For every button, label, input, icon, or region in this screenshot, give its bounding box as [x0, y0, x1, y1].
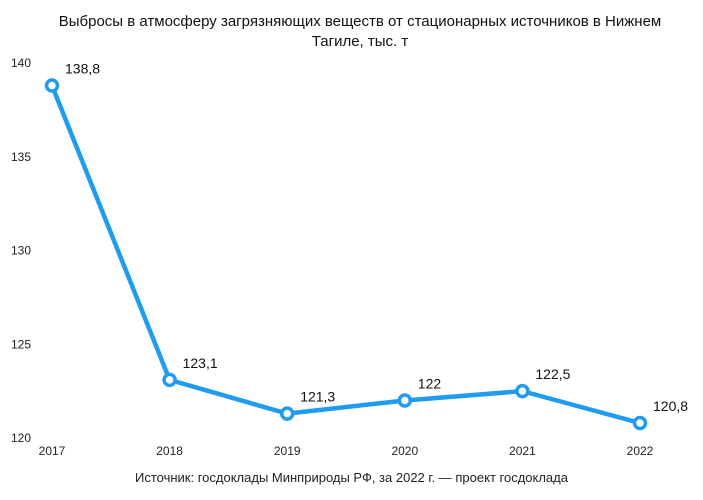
y-tick-label: 120 — [11, 431, 31, 445]
data-label: 122 — [418, 376, 442, 392]
y-tick-label: 140 — [11, 56, 31, 70]
x-tick-label: 2019 — [274, 444, 301, 458]
data-label: 120,8 — [653, 398, 688, 414]
x-tick-label: 2022 — [627, 444, 654, 458]
data-label: 122,5 — [535, 366, 570, 382]
data-point — [44, 78, 60, 93]
data-label: 121,3 — [300, 389, 335, 405]
data-label: 138,8 — [65, 61, 100, 77]
data-point — [162, 372, 177, 388]
source-note: Источник: госдоклады Минприроды РФ, за 2… — [135, 470, 568, 485]
data-points — [44, 78, 648, 431]
y-tick-label: 130 — [11, 244, 31, 258]
chart-title: Выбросы в атмосферу загрязняющих веществ… — [58, 13, 662, 50]
y-axis-ticks: 120 125 130 135 140 — [11, 56, 31, 445]
y-tick-label: 125 — [11, 337, 31, 351]
data-labels: 138,8 123,1 121,3 122 122,5 120,8 — [65, 61, 688, 415]
x-tick-label: 2021 — [509, 444, 536, 458]
data-point — [632, 415, 648, 431]
data-point — [397, 393, 413, 408]
y-tick-label: 135 — [11, 150, 31, 164]
data-point — [515, 383, 530, 399]
x-tick-label: 2017 — [39, 444, 66, 458]
line-chart: 120 125 130 135 140 2017 2018 2019 2020 2021 2022… — [11, 56, 688, 458]
x-tick-label: 2020 — [391, 444, 418, 458]
series-line — [49, 83, 643, 426]
series-group — [49, 83, 643, 426]
x-axis-ticks: 2017 2018 2019 2020 2021 2022 — [39, 444, 654, 458]
data-label: 123,1 — [183, 355, 218, 371]
x-tick-label: 2018 — [156, 444, 183, 458]
data-point — [279, 406, 295, 421]
